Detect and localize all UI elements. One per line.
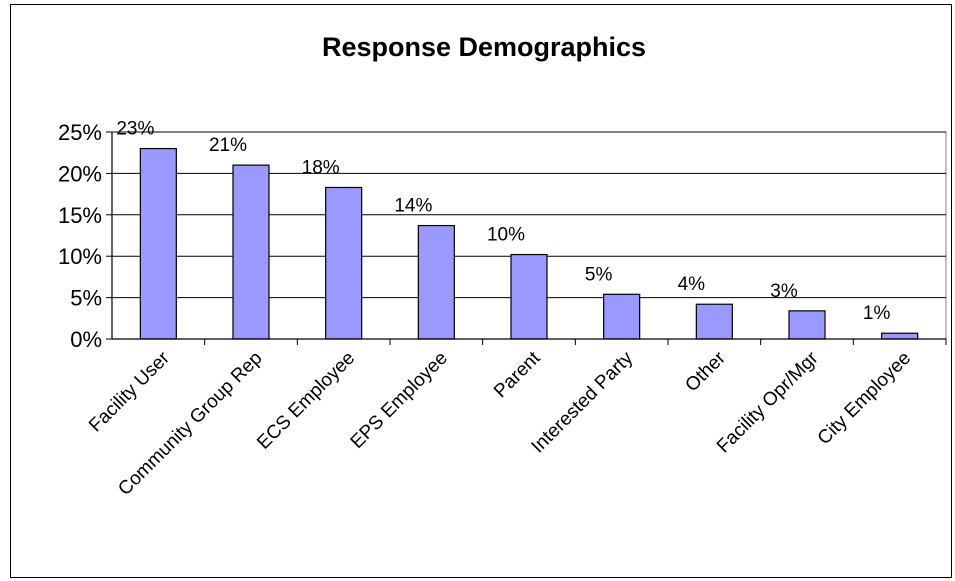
data-label: 14% (394, 196, 432, 217)
x-tick-label: Facility Opr/Mgr (713, 347, 823, 457)
data-label: 10% (487, 225, 525, 246)
y-tick-label: 25% (58, 120, 102, 145)
data-label: 18% (302, 157, 340, 178)
bars (139, 147, 919, 340)
y-axis-ticks: 0% 5% 10% 15% 20% 25% (58, 120, 102, 352)
x-tick-label: City Employee (814, 348, 915, 449)
data-label: 5% (585, 264, 613, 285)
y-tick-label: 0% (70, 327, 102, 352)
y-tick-label: 20% (58, 161, 102, 186)
x-tick-label: EPS Employee (347, 348, 452, 453)
data-labels: 23% 21% 18% 14% 10% 5% 4% 3% 1% (116, 119, 890, 325)
bar (510, 253, 548, 340)
bar (417, 224, 455, 340)
bar (603, 293, 641, 340)
bar (232, 164, 270, 340)
data-label: 23% (116, 119, 154, 140)
x-tick-label: Interested Party (528, 347, 638, 457)
bar (881, 332, 919, 340)
x-tick-label: ECS Employee (253, 348, 359, 454)
data-label: 21% (209, 135, 247, 156)
bar (139, 147, 177, 340)
bar (325, 186, 363, 340)
bar (788, 310, 826, 340)
data-label: 3% (770, 281, 798, 302)
y-tick-label: 15% (58, 203, 102, 228)
x-tick-label: Parent (490, 347, 545, 402)
data-label: 1% (863, 303, 891, 324)
axes (106, 131, 947, 345)
chart-title: Response Demographics (322, 32, 646, 62)
bar (695, 303, 733, 340)
y-tick-label: 5% (70, 286, 102, 311)
x-tick-label: Other (681, 347, 730, 396)
x-tick-label: Facility User (85, 347, 174, 436)
y-tick-label: 10% (58, 244, 102, 269)
data-label: 4% (678, 274, 706, 295)
